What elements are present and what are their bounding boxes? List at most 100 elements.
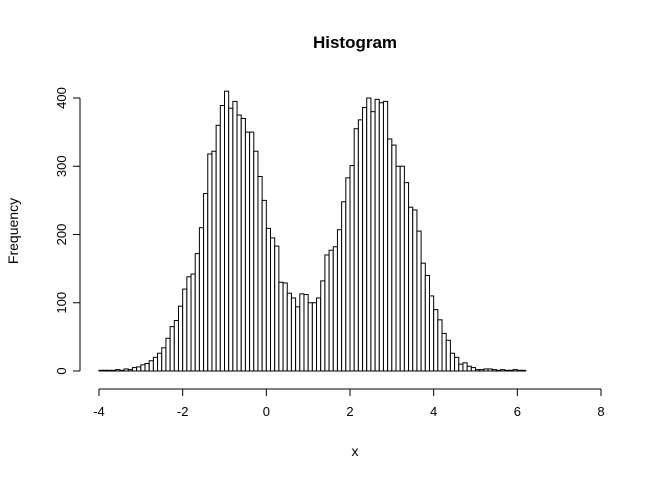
histogram-bar bbox=[316, 297, 322, 372]
histogram-bar bbox=[224, 90, 230, 372]
histogram-bar bbox=[353, 128, 359, 372]
histogram-bar bbox=[462, 362, 468, 372]
histogram-bar bbox=[249, 131, 255, 372]
histogram-bar bbox=[194, 253, 200, 372]
x-tick-label: -2 bbox=[177, 404, 189, 419]
histogram-bar bbox=[357, 119, 364, 372]
histogram-bar bbox=[123, 368, 129, 372]
histogram-bar bbox=[332, 246, 338, 372]
histogram-bar bbox=[203, 193, 209, 372]
histogram-bar bbox=[161, 347, 167, 372]
histogram-bar bbox=[307, 302, 313, 372]
histogram-bar bbox=[311, 302, 318, 372]
histogram-bar bbox=[470, 367, 477, 372]
histogram-bar bbox=[408, 206, 414, 372]
histogram-bar bbox=[290, 297, 297, 372]
histogram-bar bbox=[454, 356, 460, 372]
histogram-bar bbox=[111, 369, 117, 372]
histogram-bar bbox=[177, 305, 184, 372]
x-axis-label: x bbox=[352, 443, 359, 459]
histogram-bar bbox=[119, 369, 125, 372]
histogram-bar bbox=[504, 369, 510, 372]
histogram-bar bbox=[244, 131, 251, 372]
histogram-bar bbox=[412, 209, 418, 372]
histogram-bar bbox=[228, 107, 234, 372]
histogram-bar bbox=[336, 229, 343, 372]
y-axis: 0 100 200 300 400 bbox=[54, 87, 81, 375]
histogram-bar bbox=[387, 138, 393, 372]
histogram-bar bbox=[286, 292, 292, 372]
histogram-bar bbox=[458, 363, 464, 372]
histogram-bar bbox=[257, 175, 263, 372]
x-axis: -4 -2 0 2 4 6 8 bbox=[93, 388, 605, 419]
histogram-bar bbox=[466, 365, 472, 372]
histogram-bar bbox=[303, 294, 309, 372]
histogram-bar bbox=[341, 201, 347, 372]
histogram-bar bbox=[403, 182, 410, 372]
y-tick-label: 0 bbox=[54, 367, 69, 374]
histogram-bar bbox=[437, 319, 443, 372]
histogram-bar bbox=[345, 177, 351, 372]
histogram-bar bbox=[265, 227, 272, 372]
histogram-bar bbox=[449, 352, 456, 372]
histogram-bar bbox=[299, 293, 305, 372]
y-tick-label: 300 bbox=[54, 155, 69, 177]
y-tick-label: 400 bbox=[54, 87, 69, 109]
histogram-bar bbox=[169, 326, 175, 372]
histogram-bar bbox=[165, 337, 171, 372]
histogram-bar bbox=[270, 237, 276, 372]
histogram-bar bbox=[106, 369, 113, 372]
histogram-bar bbox=[140, 364, 146, 372]
histogram-bar bbox=[232, 100, 238, 372]
histogram-bar bbox=[320, 280, 326, 372]
y-tick-label: 200 bbox=[54, 224, 69, 246]
x-tick-label: 6 bbox=[514, 404, 521, 419]
histogram-bar bbox=[487, 368, 493, 372]
histogram-bar bbox=[516, 369, 523, 372]
histogram-bar bbox=[127, 369, 133, 372]
histogram-bar bbox=[102, 369, 108, 372]
histogram-bar bbox=[219, 105, 226, 372]
x-tick-label: 2 bbox=[346, 404, 353, 419]
histogram-bar bbox=[278, 281, 284, 372]
histogram-bar bbox=[370, 111, 376, 372]
x-tick-label: -4 bbox=[93, 404, 105, 419]
histogram-bar bbox=[144, 362, 150, 372]
histogram-bar bbox=[148, 360, 154, 372]
histogram-bar bbox=[491, 369, 497, 372]
histogram-bar bbox=[131, 367, 138, 372]
histogram-bar bbox=[395, 165, 401, 372]
histogram-bar bbox=[483, 368, 489, 372]
histogram-bar bbox=[420, 262, 426, 372]
histogram-bar bbox=[399, 165, 405, 372]
histogram-bar bbox=[198, 227, 205, 372]
histogram-bar bbox=[512, 369, 518, 372]
histogram-bar bbox=[441, 332, 447, 372]
histogram-bar bbox=[475, 369, 481, 372]
x-tick-label: 0 bbox=[263, 404, 270, 419]
histogram-bar bbox=[416, 230, 422, 372]
histogram-bar bbox=[366, 97, 372, 372]
histogram-bar bbox=[157, 352, 163, 372]
histogram-bar bbox=[362, 107, 368, 372]
histogram-bar bbox=[240, 117, 246, 372]
histogram-bar bbox=[328, 249, 334, 372]
histogram-bar bbox=[378, 102, 384, 372]
histogram-bar bbox=[433, 309, 439, 372]
histogram-bar bbox=[211, 150, 217, 372]
histogram-bar bbox=[182, 288, 188, 372]
histogram-bar bbox=[282, 282, 288, 372]
x-tick-label: 4 bbox=[430, 404, 437, 419]
histogram-bar bbox=[521, 369, 527, 372]
histogram-bar bbox=[391, 144, 397, 372]
histogram-bar bbox=[349, 165, 355, 372]
histogram-bar bbox=[215, 124, 221, 372]
histogram-bar bbox=[424, 274, 430, 372]
histogram-bar bbox=[295, 306, 301, 372]
histogram-bar bbox=[115, 369, 121, 372]
histogram-bar bbox=[374, 98, 380, 372]
histogram-bar bbox=[508, 369, 514, 372]
histogram-bar bbox=[479, 369, 485, 372]
histogram-bar bbox=[186, 276, 192, 372]
